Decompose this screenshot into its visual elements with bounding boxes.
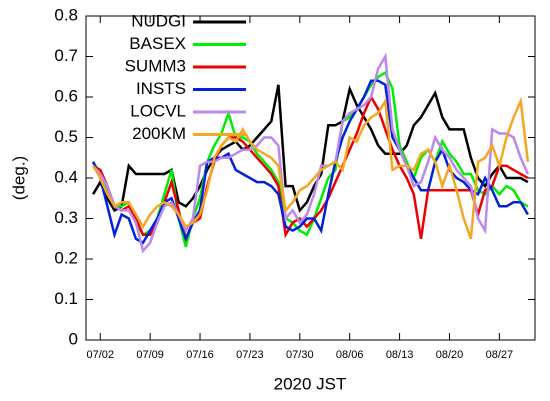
- y-tick-label: 0.8: [54, 5, 78, 24]
- x-axis-label: 2020 JST: [274, 374, 347, 393]
- x-tick-label: 07/23: [236, 349, 264, 361]
- series-line: [92, 70, 529, 248]
- legend-label: NUDGI: [131, 11, 186, 30]
- x-tick-label: 08/06: [336, 349, 364, 361]
- y-axis-label: (deg.): [9, 156, 28, 200]
- x-tick-label: 07/16: [186, 349, 214, 361]
- x-tick-label: 08/13: [386, 349, 414, 361]
- y-tick-label: 0: [69, 329, 78, 348]
- plot-frame: [85, 15, 536, 341]
- legend-label: LOCVL: [130, 101, 186, 120]
- x-tick-label: 07/30: [286, 349, 314, 361]
- y-tick-label: 0.6: [54, 86, 78, 105]
- legend-label: SUMM3: [125, 56, 186, 75]
- legend-label: BASEX: [129, 34, 186, 53]
- y-tick-label: 0.5: [54, 127, 78, 146]
- x-tick-label: 08/20: [436, 349, 464, 361]
- y-tick-label: 0.4: [54, 167, 78, 186]
- legend-label: 200KM: [132, 124, 186, 143]
- legend-label: INSTS: [136, 79, 186, 98]
- x-tick-label: 07/02: [86, 349, 114, 361]
- series-line: [92, 96, 530, 240]
- x-tick-label: 08/27: [486, 349, 514, 361]
- series-line: [92, 52, 530, 254]
- y-tick-label: 0.1: [54, 289, 78, 308]
- series-line: [92, 84, 529, 213]
- y-tick-label: 0.2: [54, 248, 78, 267]
- x-tick-label: 07/09: [136, 349, 164, 361]
- y-tick-label: 0.7: [54, 46, 78, 65]
- y-tick-label: 0.3: [54, 208, 78, 227]
